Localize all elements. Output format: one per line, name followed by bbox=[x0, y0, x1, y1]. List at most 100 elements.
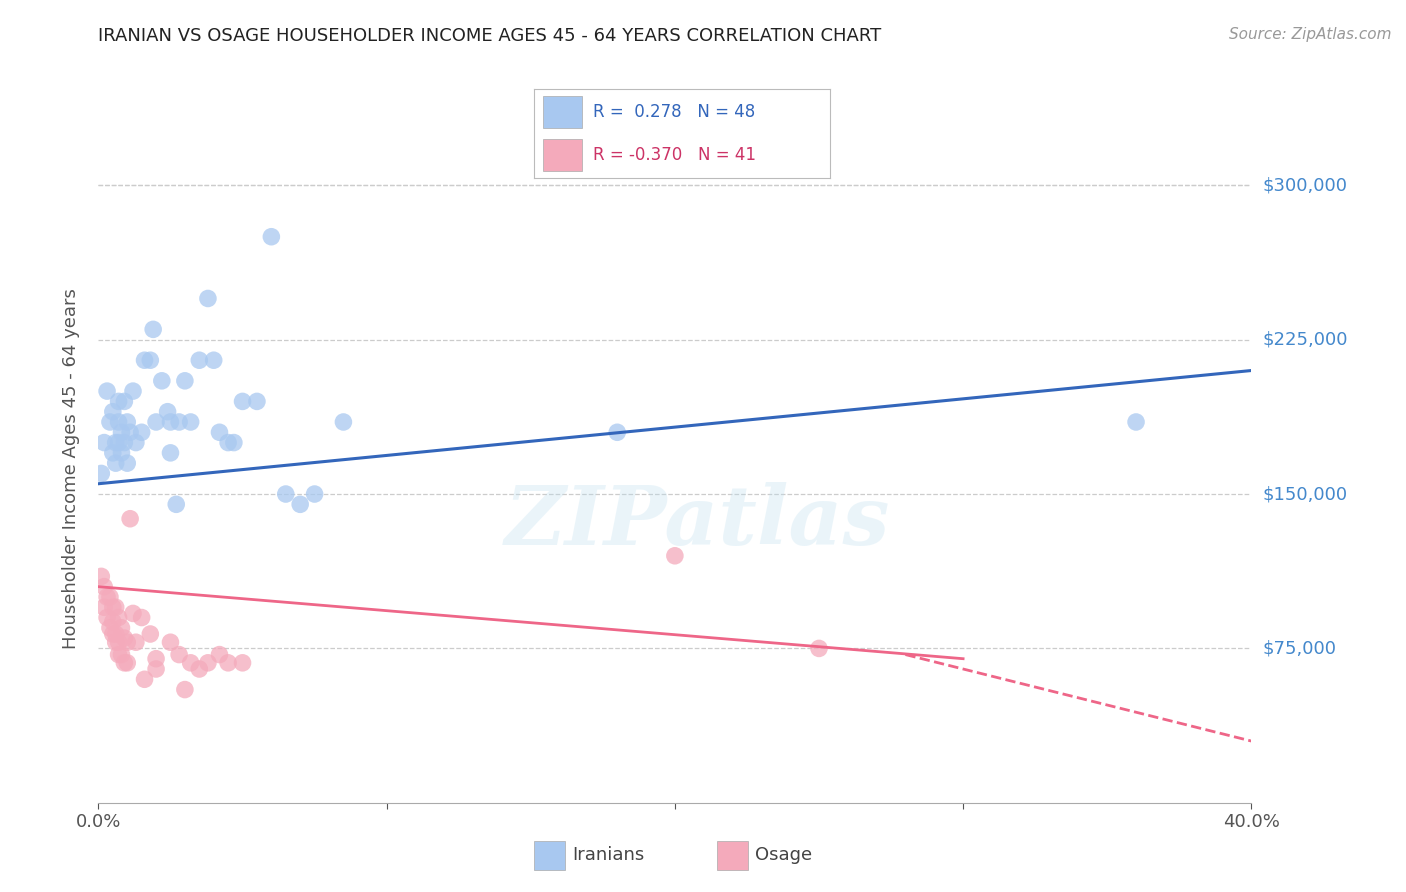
Point bbox=[131, 425, 153, 440]
Point bbox=[96, 610, 118, 624]
Point bbox=[174, 374, 197, 388]
Point bbox=[246, 394, 269, 409]
Text: Osage: Osage bbox=[755, 847, 813, 864]
Point bbox=[110, 446, 132, 460]
Point bbox=[98, 590, 121, 604]
Text: ZIPatlas: ZIPatlas bbox=[505, 482, 890, 562]
Point bbox=[101, 627, 124, 641]
Point bbox=[104, 627, 127, 641]
Point bbox=[107, 648, 129, 662]
Point bbox=[107, 415, 129, 429]
Point bbox=[664, 549, 686, 563]
Text: $150,000: $150,000 bbox=[1263, 485, 1347, 503]
Point bbox=[107, 394, 129, 409]
Point bbox=[304, 487, 326, 501]
Point bbox=[104, 600, 127, 615]
Point bbox=[290, 497, 312, 511]
Text: $300,000: $300,000 bbox=[1263, 177, 1347, 194]
Point bbox=[222, 435, 245, 450]
Point bbox=[110, 621, 132, 635]
Point bbox=[167, 648, 190, 662]
Point bbox=[122, 384, 145, 398]
Point bbox=[188, 662, 211, 676]
Point bbox=[180, 656, 202, 670]
Point bbox=[159, 415, 181, 429]
Point bbox=[139, 627, 162, 641]
Point bbox=[120, 425, 142, 440]
Point bbox=[93, 600, 115, 615]
Point bbox=[134, 353, 156, 368]
Point bbox=[217, 435, 239, 450]
Point bbox=[107, 610, 129, 624]
Point bbox=[117, 415, 138, 429]
Point bbox=[231, 656, 254, 670]
Point bbox=[93, 580, 115, 594]
Point bbox=[167, 415, 190, 429]
Point bbox=[197, 656, 219, 670]
Point bbox=[104, 435, 127, 450]
Point bbox=[180, 415, 202, 429]
Point bbox=[332, 415, 354, 429]
Text: $75,000: $75,000 bbox=[1263, 640, 1337, 657]
Point bbox=[96, 590, 118, 604]
Text: Source: ZipAtlas.com: Source: ZipAtlas.com bbox=[1229, 27, 1392, 42]
Point bbox=[208, 648, 231, 662]
Point bbox=[139, 353, 162, 368]
Point bbox=[117, 456, 138, 470]
Point bbox=[150, 374, 173, 388]
Point bbox=[217, 656, 239, 670]
Point bbox=[98, 621, 121, 635]
Point bbox=[156, 405, 179, 419]
Point bbox=[107, 635, 129, 649]
Text: R =  0.278   N = 48: R = 0.278 N = 48 bbox=[593, 103, 755, 121]
Point bbox=[93, 435, 115, 450]
Point bbox=[1125, 415, 1147, 429]
Point bbox=[104, 456, 127, 470]
Point bbox=[202, 353, 225, 368]
Point bbox=[197, 292, 219, 306]
Point bbox=[96, 384, 118, 398]
Point bbox=[165, 497, 187, 511]
Point bbox=[110, 648, 132, 662]
Text: Iranians: Iranians bbox=[572, 847, 644, 864]
Point bbox=[208, 425, 231, 440]
Point bbox=[101, 405, 124, 419]
Point bbox=[101, 446, 124, 460]
Point bbox=[145, 651, 167, 665]
Point bbox=[112, 656, 135, 670]
Point bbox=[260, 229, 283, 244]
Point bbox=[131, 610, 153, 624]
Point bbox=[174, 682, 197, 697]
Point bbox=[101, 615, 124, 629]
Point bbox=[145, 415, 167, 429]
Point bbox=[145, 662, 167, 676]
Point bbox=[110, 425, 132, 440]
Point bbox=[125, 635, 148, 649]
Point bbox=[125, 435, 148, 450]
Y-axis label: Householder Income Ages 45 - 64 years: Householder Income Ages 45 - 64 years bbox=[62, 288, 80, 648]
Point bbox=[159, 446, 181, 460]
Point bbox=[117, 656, 138, 670]
Point bbox=[98, 415, 121, 429]
Point bbox=[188, 353, 211, 368]
Point bbox=[90, 569, 112, 583]
Text: R = -0.370   N = 41: R = -0.370 N = 41 bbox=[593, 146, 756, 164]
Bar bbox=[543, 139, 582, 171]
Point bbox=[104, 635, 127, 649]
Point bbox=[112, 631, 135, 645]
Point bbox=[107, 435, 129, 450]
Point bbox=[122, 607, 145, 621]
Text: IRANIAN VS OSAGE HOUSEHOLDER INCOME AGES 45 - 64 YEARS CORRELATION CHART: IRANIAN VS OSAGE HOUSEHOLDER INCOME AGES… bbox=[98, 27, 882, 45]
Point bbox=[231, 394, 254, 409]
Point bbox=[90, 467, 112, 481]
Point bbox=[142, 322, 165, 336]
Point bbox=[120, 512, 142, 526]
Point bbox=[274, 487, 297, 501]
Point bbox=[606, 425, 628, 440]
Text: $225,000: $225,000 bbox=[1263, 331, 1348, 349]
Point bbox=[101, 600, 124, 615]
Point bbox=[159, 635, 181, 649]
Point bbox=[807, 641, 830, 656]
Point bbox=[117, 635, 138, 649]
Point bbox=[112, 435, 135, 450]
